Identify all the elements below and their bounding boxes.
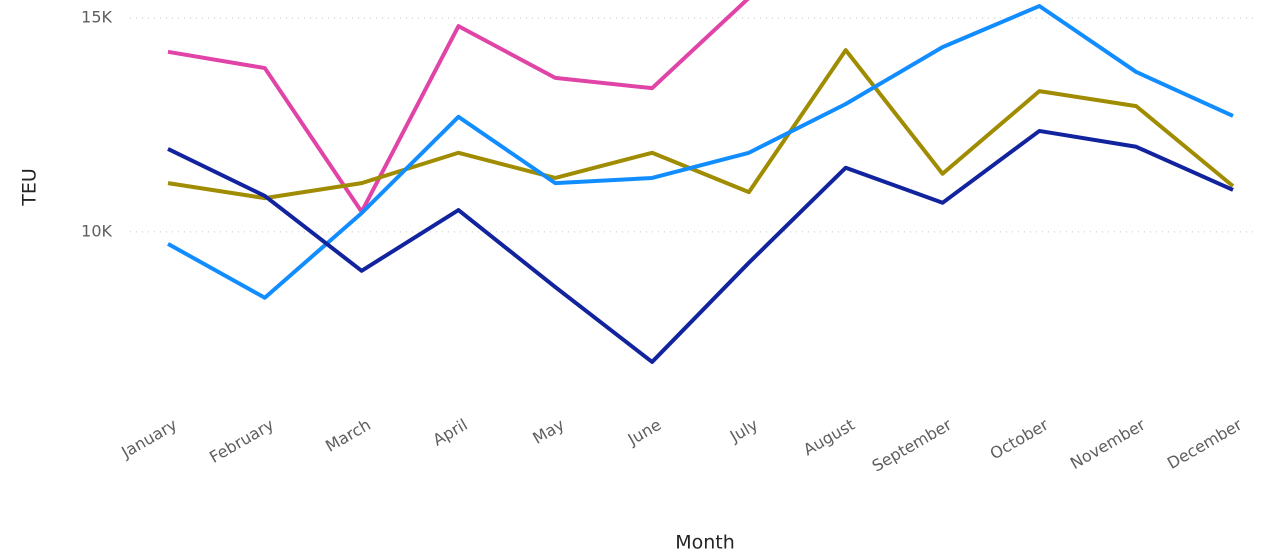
x-tick-label: May: [529, 415, 567, 448]
x-tick-label: September: [869, 415, 955, 476]
x-tick-label: February: [206, 415, 277, 467]
y-tick-label: 15K: [81, 8, 112, 27]
x-tick-label: June: [624, 415, 665, 449]
y-axis-title: TEU: [19, 168, 41, 207]
y-tick-label: 10K: [81, 221, 112, 240]
x-tick-label: August: [800, 415, 858, 459]
series-line: [167, 48, 1235, 201]
x-tick-label: December: [1164, 415, 1246, 473]
x-tick-label: July: [726, 415, 761, 446]
x-tick-label: November: [1067, 415, 1149, 473]
x-tick-label: April: [430, 415, 471, 450]
series-line: [167, 4, 1234, 300]
x-axis-title: Month: [675, 532, 735, 554]
series-line: [167, 0, 750, 214]
x-tick-label: January: [117, 415, 180, 462]
plot-area: [167, 0, 1235, 364]
series-line: [167, 128, 1234, 364]
x-tick-label: March: [322, 415, 374, 456]
x-tick-label: October: [987, 415, 1052, 464]
